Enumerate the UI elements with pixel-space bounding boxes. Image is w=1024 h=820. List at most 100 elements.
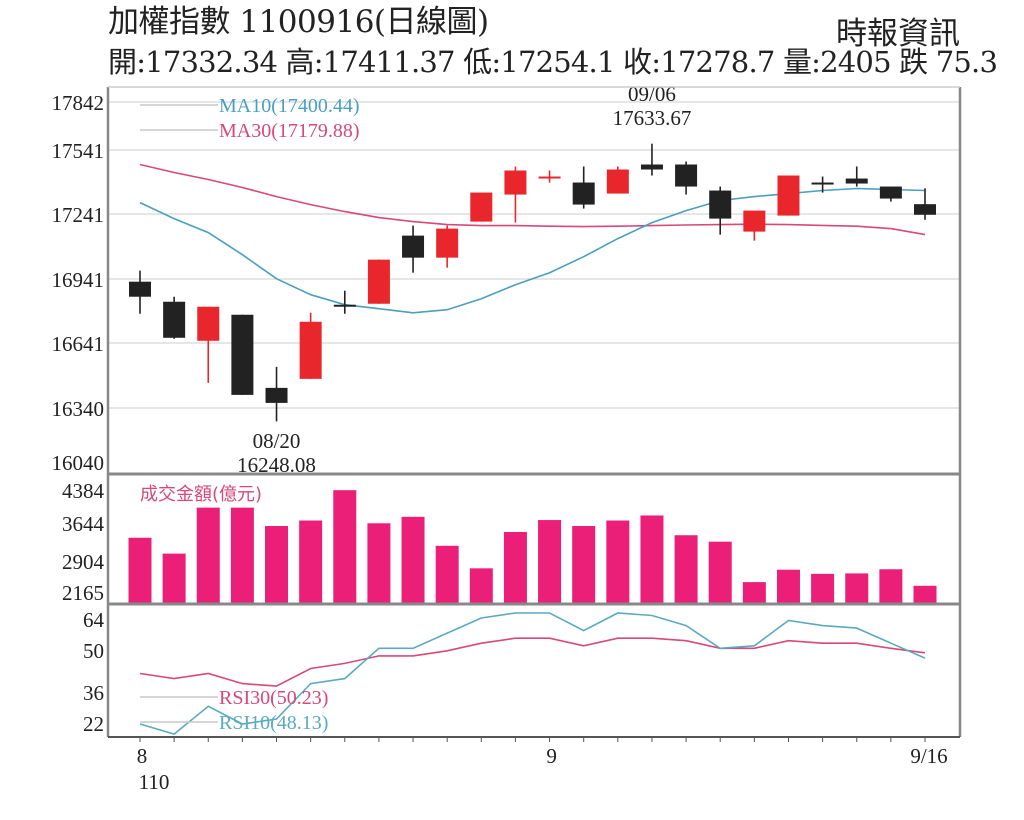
price-tick-label: 17241	[52, 203, 105, 227]
volume-bar	[265, 526, 289, 603]
volume-bar	[742, 582, 766, 603]
volume-bar	[299, 520, 323, 603]
legend-label: MA10(17400.44)	[219, 95, 360, 117]
source-label: 時報資訊	[836, 16, 960, 52]
volume-title: 成交金額(億元)	[140, 484, 262, 505]
volume-bar	[435, 545, 459, 603]
candle	[572, 166, 595, 209]
volume-bar	[230, 507, 254, 603]
volume-tick-label: 2165	[62, 581, 104, 605]
rsi-tick-label: 50	[83, 639, 104, 663]
volume-bar	[162, 553, 186, 603]
candle	[675, 161, 698, 195]
candle-body	[504, 170, 527, 195]
volume-tick-label: 2904	[62, 550, 105, 574]
volume-bar	[913, 585, 937, 603]
candle	[299, 312, 322, 379]
y-axis-labels: 17842 17541 17241 16941 16641 16340 16040 4384 3…	[52, 91, 105, 736]
candle	[811, 176, 834, 193]
rsi-tick-label: 22	[83, 712, 104, 736]
candle-body	[436, 228, 459, 258]
candle	[402, 225, 425, 273]
volume-bar	[503, 532, 527, 603]
candle	[914, 188, 936, 220]
volume-bar	[367, 523, 391, 603]
candle-body	[675, 164, 698, 187]
moving-average-lines	[139, 163, 926, 314]
price-tick-label: 16941	[52, 268, 105, 292]
candle	[333, 290, 356, 314]
candle	[845, 166, 868, 187]
x-tick-sublabel: 110	[139, 770, 170, 794]
candle-body	[538, 176, 561, 179]
candle-body	[606, 169, 629, 194]
volume-bar	[196, 507, 220, 603]
candle-body	[777, 175, 800, 216]
candle-body	[129, 281, 151, 297]
price-tick-label: 16040	[52, 451, 105, 475]
candle-body	[879, 186, 902, 199]
candle-body	[845, 178, 868, 184]
volume-bars: 成交金額(億元)	[128, 484, 937, 603]
candle-body	[299, 321, 322, 379]
volume-bar	[708, 541, 732, 603]
volume-bar	[333, 490, 357, 603]
ma-legend: MA10(17400.44) MA30(17179.88)	[140, 95, 360, 142]
volume-bar	[606, 520, 630, 603]
rsi10-line	[139, 612, 926, 735]
annotation-date: 08/20	[253, 429, 301, 453]
volume-bar	[879, 569, 903, 603]
rsi-tick-label: 36	[83, 681, 104, 705]
volume-bar	[811, 573, 835, 603]
candle-body	[367, 259, 390, 304]
candle	[197, 306, 220, 383]
candle-body	[914, 204, 936, 215]
volume-bar	[538, 520, 562, 603]
x-tick-label: 8	[137, 744, 148, 768]
candle-body	[163, 301, 186, 338]
candle	[743, 210, 766, 241]
candle-body	[743, 210, 766, 232]
annotation-value: 17633.67	[613, 106, 692, 130]
volume-tick-label: 3644	[62, 512, 105, 536]
chart-frame	[106, 86, 962, 738]
price-tick-label: 17842	[52, 91, 105, 115]
candle	[640, 143, 663, 176]
candle	[606, 166, 629, 194]
candle-body	[333, 304, 356, 307]
volume-bar	[776, 569, 800, 603]
rsi30-line	[139, 637, 926, 687]
candle	[777, 175, 800, 216]
candle-body	[197, 306, 220, 341]
price-tick-label: 16641	[52, 332, 105, 356]
candle	[504, 166, 527, 223]
rsi-tick-label: 64	[83, 608, 105, 632]
rsi-lines: RSI30(50.23) RSI10(48.13)	[139, 612, 926, 735]
candle-body	[811, 182, 834, 185]
volume-bar	[401, 516, 425, 603]
annotation-date: 09/06	[628, 82, 676, 106]
candle	[129, 270, 151, 314]
ma10-line	[139, 187, 926, 314]
price-tick-label: 17541	[52, 139, 105, 163]
legend-label: MA30(17179.88)	[219, 120, 360, 142]
candle-body	[402, 235, 425, 258]
x-tick-label: 9/16	[910, 744, 947, 768]
volume-bar	[469, 568, 493, 603]
candle-body	[572, 182, 595, 205]
candle	[436, 225, 459, 268]
candle	[163, 296, 186, 339]
candle-body	[231, 314, 254, 395]
candle-body	[709, 190, 732, 219]
candle	[538, 170, 561, 183]
volume-tick-label: 4384	[62, 479, 105, 503]
volume-bar	[128, 537, 152, 603]
legend-label: RSI10(48.13)	[219, 712, 328, 734]
price-tick-label: 16340	[52, 397, 105, 421]
volume-bar	[845, 573, 869, 603]
volume-bar	[674, 535, 698, 603]
candle	[470, 192, 493, 222]
legend-label: RSI30(50.23)	[219, 687, 328, 709]
